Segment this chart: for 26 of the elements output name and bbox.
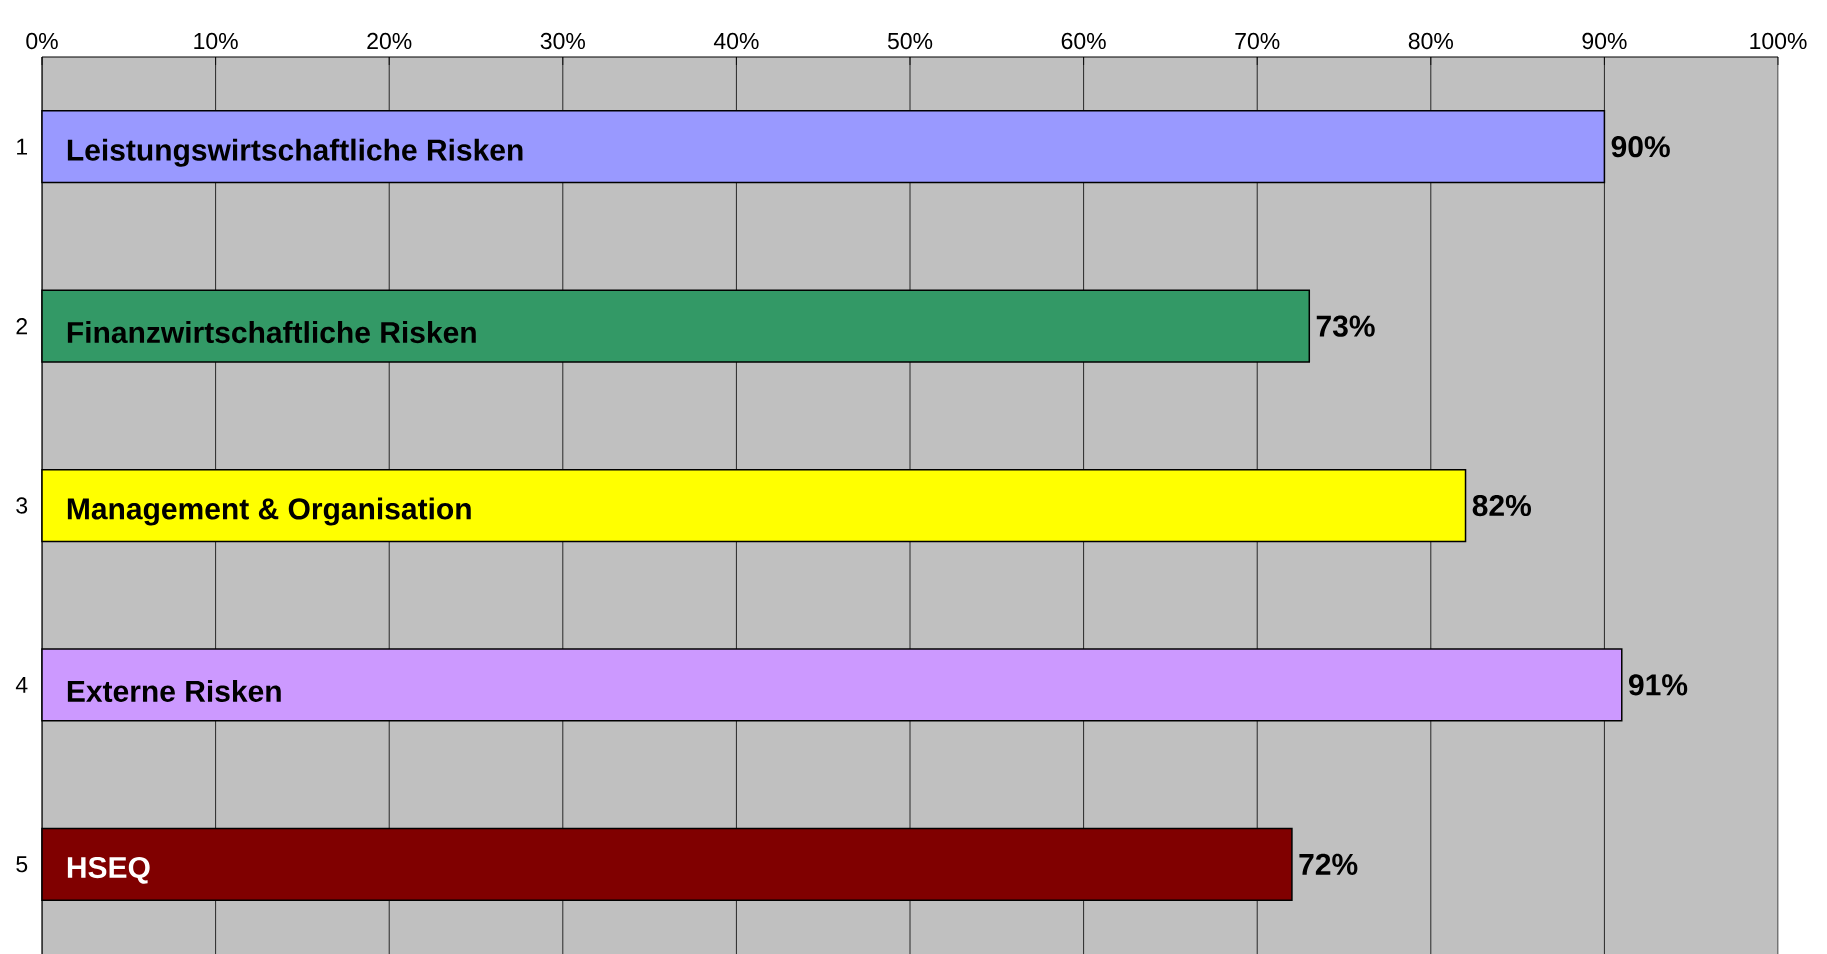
- y-tick-label: 1: [17, 138, 28, 155]
- y-tick-label: 5: [16, 856, 28, 873]
- y-tick-label: 2: [16, 318, 27, 335]
- y-tick-label: 4: [15, 677, 28, 693]
- annotation: Management & Organisation: [67, 497, 471, 526]
- x-tick-label: 70%: [1235, 32, 1280, 50]
- data-label: 82%: [1472, 494, 1531, 517]
- annotation: HSEQ: [67, 856, 150, 884]
- x-tick-label: 80%: [1408, 32, 1454, 50]
- x-tick-label: 30%: [540, 32, 585, 50]
- annotation: Externe Risken: [67, 679, 281, 702]
- data-label: 73%: [1316, 315, 1375, 337]
- x-tick-label: 40%: [713, 32, 759, 50]
- x-tick-label: 100%: [1750, 32, 1807, 50]
- annotation: Leistungswirtschaftliche Risken: [67, 138, 523, 167]
- annotation: Finanzwirtschaftliche Risken: [67, 321, 476, 344]
- x-tick-label: 20%: [367, 32, 412, 50]
- data-label: 91%: [1629, 674, 1688, 696]
- x-tick-label: 90%: [1582, 32, 1627, 50]
- data-label: 72%: [1299, 853, 1358, 875]
- x-tick-label: 60%: [1061, 32, 1106, 50]
- x-tick-label: 50%: [887, 32, 933, 50]
- x-tick-label: 0%: [26, 32, 58, 50]
- y-tick-label: 3: [16, 497, 28, 514]
- data-label: 90%: [1611, 136, 1670, 158]
- x-tick-label: 10%: [194, 32, 238, 50]
